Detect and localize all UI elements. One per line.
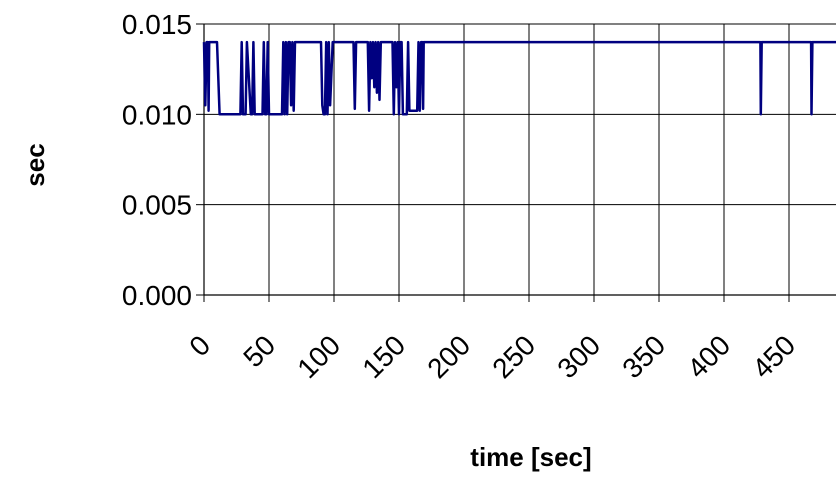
y-tick-label: 0.000 xyxy=(122,280,192,311)
x-tick-label: 350 xyxy=(616,329,671,384)
x-tick-label: 300 xyxy=(551,329,606,384)
x-tick-label: 200 xyxy=(421,329,476,384)
grid xyxy=(204,23,836,296)
x-tick-label: 450 xyxy=(746,329,801,384)
y-tick-label: 0.015 xyxy=(122,9,192,40)
x-tick-label: 250 xyxy=(486,329,541,384)
x-tick-labels: 0 50 100 150 200 250 300 350 400 450 xyxy=(183,329,801,384)
x-tick-label: 100 xyxy=(291,329,346,384)
x-tick-label: 0 xyxy=(183,329,216,362)
series-line xyxy=(202,40,836,116)
y-axis-title: sec xyxy=(20,143,50,186)
x-tick-label: 50 xyxy=(237,329,281,373)
y-tick-label: 0.005 xyxy=(122,190,192,221)
y-tick-label: 0.010 xyxy=(122,99,192,130)
plot-area xyxy=(204,24,836,295)
x-axis-title: time [sec] xyxy=(470,442,591,472)
y-tick-labels: 0.000 0.005 0.010 0.015 xyxy=(122,9,192,311)
x-tick-label: 400 xyxy=(681,329,736,384)
x-tick-label: 150 xyxy=(356,329,411,384)
